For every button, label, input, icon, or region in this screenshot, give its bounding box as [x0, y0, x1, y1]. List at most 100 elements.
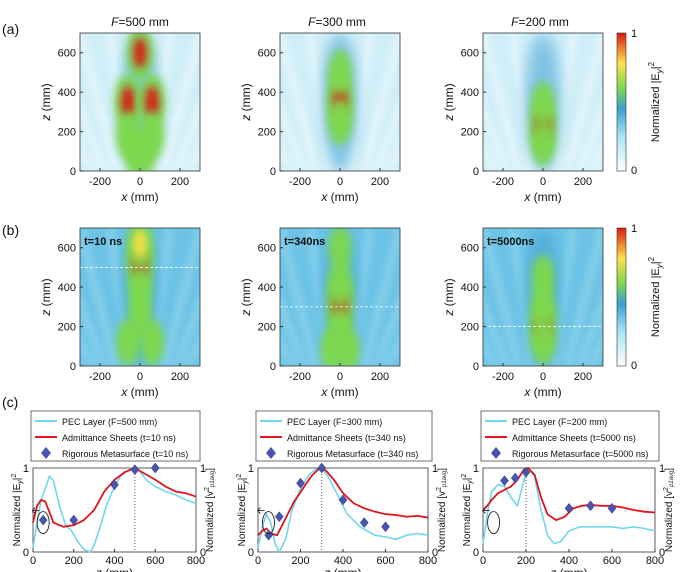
fringe: [80, 297, 107, 366]
heatmap-field: [80, 33, 200, 171]
x-axis-label: x (mm): [320, 385, 358, 399]
x-tick-label: 200: [171, 371, 189, 383]
x-tick-label: -200: [492, 176, 514, 188]
y-tick-label: 200: [58, 127, 76, 139]
x-tick-label: 0: [480, 555, 486, 567]
legend-box: [30, 410, 201, 462]
field-hotspot: [537, 294, 549, 320]
x-axis-label: x (mm): [523, 190, 561, 204]
x-tick-label: 0: [137, 176, 143, 188]
admittance-sheets-line: [482, 466, 656, 522]
y-tick-label: 0: [270, 166, 276, 178]
admittance-sheets-line: [257, 466, 429, 537]
field-hotspot: [134, 304, 146, 329]
x-tick-label: 400: [560, 555, 578, 567]
x-tick-label: 0: [255, 555, 261, 567]
x-axis-label: z (mm): [323, 566, 361, 572]
field-hotspot: [133, 229, 147, 259]
heatmap-field: [80, 228, 200, 366]
y-tick-label: 200: [258, 127, 276, 139]
row-label: (c): [2, 394, 18, 410]
y-tick-label: 0: [70, 361, 76, 373]
axis-indicator-ellipse: [487, 511, 501, 535]
metasurface-marker: [69, 514, 79, 526]
y-tick-label: 1: [23, 463, 29, 475]
axis-indicator-arrow: [31, 507, 40, 514]
x-tick-label: 0: [337, 176, 343, 188]
y-axis-label: Normalized |Ey|2: [11, 474, 24, 547]
x-tick-label: 200: [371, 176, 389, 188]
field-hotspot: [342, 338, 354, 362]
axis-indicator-ellipse: [36, 511, 50, 535]
fringe: [80, 102, 107, 171]
metasurface-marker: [150, 462, 160, 474]
x-axis-label: x (mm): [320, 190, 358, 204]
x-axis-label: x (mm): [523, 385, 561, 399]
heatmap-field: [483, 228, 603, 366]
fringe: [483, 33, 522, 171]
field-hotspot: [145, 86, 159, 118]
y-tick-label: 400: [461, 87, 479, 99]
fringe: [161, 228, 200, 366]
field-hotspot: [122, 329, 134, 355]
fringe: [173, 102, 200, 171]
colorbar: [616, 32, 627, 172]
x-tick-label: -200: [89, 176, 111, 188]
time-label: t=340ns: [284, 236, 325, 248]
y-tick-label: 0: [248, 547, 254, 559]
panel-title: F=200 mm: [511, 15, 569, 29]
fringe: [576, 297, 603, 366]
metasurface-marker: [296, 477, 305, 489]
y-tick-label: 400: [258, 282, 276, 294]
fringe: [80, 228, 119, 366]
metasurface-marker: [564, 502, 574, 514]
field-hotspot: [334, 236, 346, 260]
y-axis-label: z (mm): [442, 278, 456, 316]
legend-entry: PEC Layer (F=300 mm): [287, 417, 382, 427]
field-hotspot: [133, 37, 147, 68]
x-axis-label: z (mm): [95, 566, 133, 572]
x-tick-label: 0: [540, 176, 546, 188]
y-axis-label: z (mm): [39, 83, 53, 121]
colorbar-tick-label: 0: [631, 165, 637, 177]
colorbar: [616, 227, 627, 367]
panel-title: F=300 mm: [308, 15, 366, 29]
y-axis-label: z (mm): [39, 278, 53, 316]
y-right-tick-label: 0: [659, 547, 665, 559]
y-tick-label: 1: [473, 463, 479, 475]
legend-entry: Admittance Sheets (t=10 ns): [62, 433, 176, 443]
fringe: [280, 297, 307, 366]
metasurface-marker: [359, 517, 369, 529]
metasurface-marker: [38, 514, 48, 526]
x-axis-label: x (mm): [120, 385, 158, 399]
y-axis-label: Normalized |Ey|2: [236, 474, 249, 547]
legend-box: [480, 410, 660, 462]
fringe: [552, 33, 576, 171]
axis-indicator-ellipse: [262, 511, 275, 535]
y-tick-label: 600: [258, 243, 276, 255]
row-label: (a): [2, 21, 19, 37]
fringe: [80, 33, 119, 171]
field-hotspot: [537, 265, 549, 289]
fringe: [361, 228, 400, 366]
metasurface-marker: [338, 494, 348, 506]
colorbar-tick-label: 1: [631, 223, 637, 235]
fringe: [361, 33, 400, 171]
fringe: [576, 102, 603, 171]
fringe: [510, 228, 534, 366]
x-tick-label: 800: [187, 555, 205, 567]
metasurface-marker: [110, 479, 119, 491]
y-right-tick-label: 1: [432, 463, 438, 475]
x-tick-label: -200: [289, 371, 311, 383]
fringe: [349, 33, 373, 171]
x-tick-label: 400: [334, 555, 352, 567]
y-tick-label: 600: [461, 243, 479, 255]
x-tick-label: 800: [646, 555, 664, 567]
legend-swatch: [41, 447, 51, 459]
field-hotspot: [138, 141, 150, 166]
pec-layer-line: [32, 467, 197, 554]
y-tick-label: 0: [473, 166, 479, 178]
fringe: [564, 33, 603, 171]
x-tick-label: 200: [517, 555, 535, 567]
